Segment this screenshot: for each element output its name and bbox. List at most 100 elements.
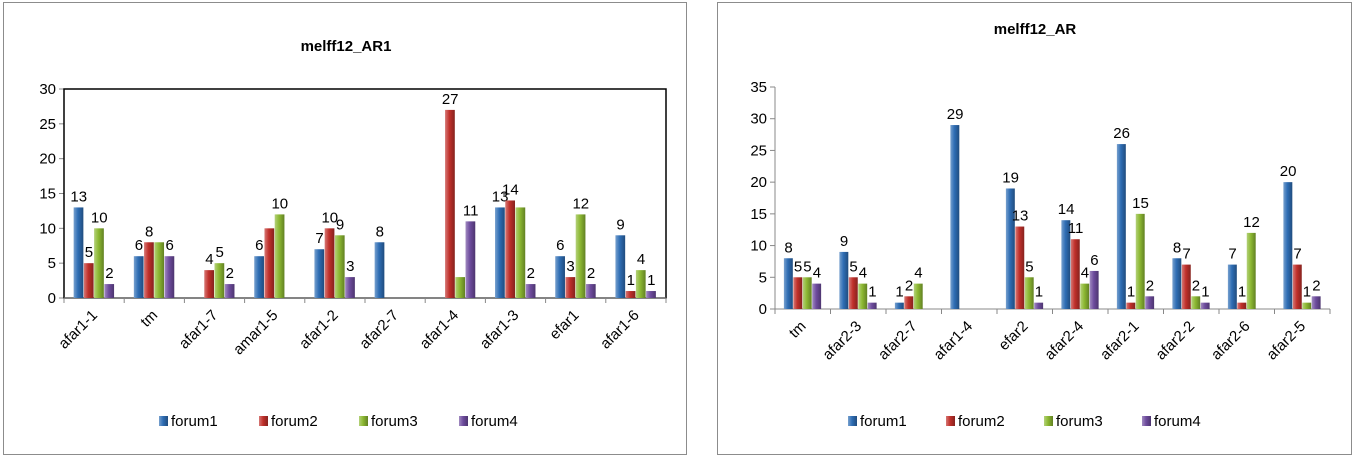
bar-forum3 (214, 263, 225, 298)
y-tick-label: 15 (39, 186, 56, 203)
y-tick-label: 25 (39, 116, 56, 133)
bar-forum2 (565, 277, 576, 298)
data-label-forum1: 6 (556, 237, 564, 254)
data-label-forum3: 12 (572, 195, 589, 212)
data-label-forum2: 5 (794, 258, 802, 275)
x-category-label: afar2-6 (1208, 318, 1254, 364)
y-tick-label: 35 (750, 79, 767, 96)
bar-forum2 (144, 242, 154, 298)
bar-forum1 (133, 256, 144, 298)
bar-forum4 (525, 284, 536, 298)
data-label-forum1: 6 (135, 237, 143, 254)
data-label-forum4: 11 (463, 202, 479, 219)
bar-forum2 (264, 228, 275, 298)
bar-forum1 (495, 207, 505, 298)
legend-swatch-forum3 (1044, 416, 1053, 426)
data-label-forum4: 2 (587, 265, 595, 282)
bar-forum2 (324, 228, 335, 298)
x-category-label: afar2-2 (1152, 318, 1198, 364)
data-label-forum2: 3 (566, 258, 574, 275)
legend-label-forum1: forum1 (171, 413, 218, 430)
data-label-forum4: 2 (226, 265, 234, 282)
y-tick-label: 0 (48, 290, 56, 307)
bar-forum3 (1024, 277, 1034, 309)
x-category-label: afar2-7 (875, 318, 921, 364)
bar-forum1 (1061, 220, 1071, 309)
data-label-forum3: 10 (91, 209, 108, 226)
bar-forum2 (83, 263, 94, 298)
bar-forum2 (848, 277, 858, 309)
y-tick-label: 5 (48, 255, 56, 272)
data-label-forum4: 1 (647, 272, 655, 289)
legend-label-forum3: forum3 (371, 413, 418, 430)
bar-forum1 (1283, 182, 1293, 309)
bar-forum1 (254, 256, 264, 298)
data-label-forum3: 4 (1081, 265, 1089, 282)
bar-forum4 (1200, 302, 1210, 309)
y-tick-label: 10 (750, 238, 767, 255)
data-label-forum3: 12 (1243, 214, 1260, 231)
x-category-label: afar2-7 (356, 307, 402, 353)
x-category-label: afar2-1 (1097, 318, 1143, 364)
bar-forum2 (1126, 302, 1136, 309)
bar-forum2 (1292, 264, 1302, 309)
bar-forum4 (224, 284, 235, 298)
data-label-forum2: 8 (145, 223, 153, 240)
data-label-forum1: 26 (1113, 125, 1130, 142)
bar-forum2 (1181, 264, 1191, 309)
bar-forum1 (314, 249, 325, 298)
bar-forum3 (1246, 232, 1256, 309)
bar-forum1 (950, 125, 960, 309)
y-tick-label: 0 (759, 301, 767, 318)
bar-forum1 (839, 251, 849, 309)
bar-forum2 (1237, 302, 1247, 309)
data-label-forum3: 4 (637, 251, 645, 268)
y-tick-label: 20 (39, 151, 56, 168)
bar-forum4 (345, 277, 355, 298)
bar-forum4 (1034, 302, 1044, 309)
data-label-forum1: 1 (895, 284, 903, 301)
data-label-forum3: 1 (1303, 284, 1311, 301)
bar-forum1 (1005, 188, 1015, 309)
data-label-forum4: 6 (165, 237, 173, 254)
data-label-forum2: 4 (205, 251, 213, 268)
data-label-forum3: 9 (336, 216, 344, 233)
bar-forum3 (274, 214, 285, 298)
bar-forum4 (1089, 270, 1099, 309)
chart-panel-right: melff12_AR 0 5 10 15 20 25 30 35 tm afar2-3 afar2-7… (717, 2, 1352, 455)
data-label-forum4: 1 (1035, 284, 1043, 301)
bar-forum4 (812, 283, 822, 309)
data-label-forum3: 10 (271, 195, 288, 212)
data-label-forum1: 7 (315, 230, 323, 247)
legend-swatch-forum2 (946, 416, 955, 426)
data-label-forum2: 10 (321, 209, 338, 226)
legend-swatch-forum1 (159, 416, 168, 426)
data-label-forum2: 1 (1127, 284, 1135, 301)
bar-forum3 (154, 242, 165, 298)
bar-forum1 (1116, 144, 1126, 309)
data-label-forum3: 4 (859, 265, 867, 282)
bar-forum3 (1135, 213, 1145, 309)
data-label-forum4: 1 (1201, 284, 1209, 301)
data-label-forum2: 27 (442, 91, 459, 108)
data-label-forum2: 1 (1238, 284, 1246, 301)
bar-forum3 (334, 235, 345, 298)
bar-forum3 (635, 270, 646, 298)
bar-forum2 (1070, 239, 1080, 309)
data-label-forum3: 15 (1132, 195, 1149, 212)
data-label-forum1: 7 (1228, 246, 1236, 263)
bar-forum3 (802, 277, 812, 309)
legend-label-forum1: forum1 (860, 413, 907, 430)
bar-forum3 (575, 214, 586, 298)
data-label-forum4: 2 (527, 265, 535, 282)
bar-forum3 (913, 283, 923, 309)
chart-title: melff12_AR (994, 21, 1077, 38)
bar-forum4 (465, 221, 476, 298)
bar-forum2 (1015, 226, 1025, 309)
legend-label-forum4: forum4 (1154, 413, 1201, 430)
legend-label-forum3: forum3 (1056, 413, 1103, 430)
bar-forum1 (1227, 264, 1237, 309)
x-category-label: afar1-1 (55, 307, 101, 353)
y-tick-label: 25 (750, 142, 767, 159)
bar-forum4 (867, 302, 877, 309)
